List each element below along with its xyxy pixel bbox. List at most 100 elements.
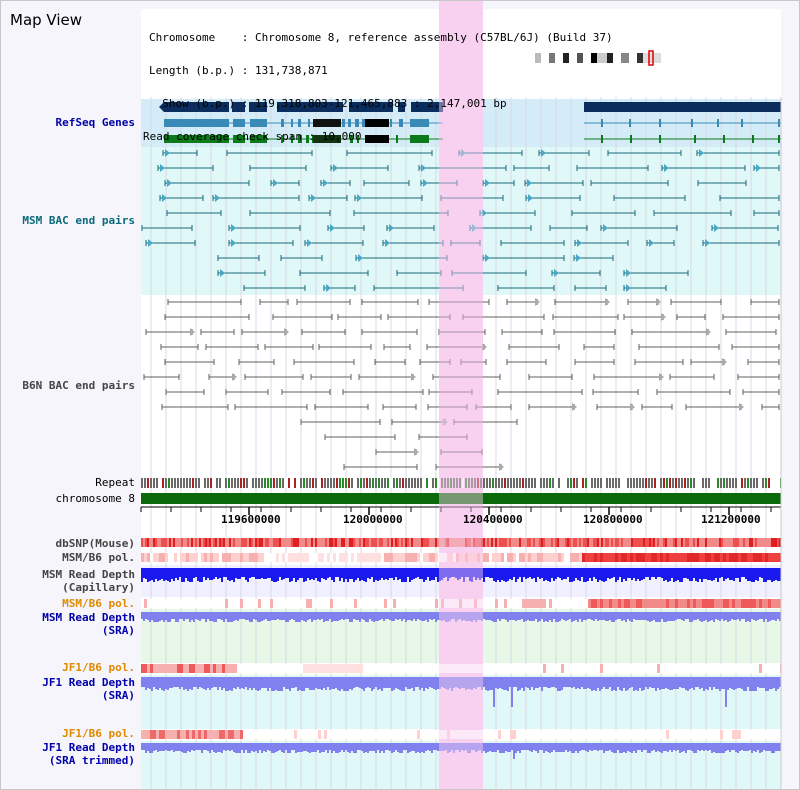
dbsnp-cell (735, 538, 737, 547)
dbsnp-cell (743, 538, 745, 547)
b6n-bac-arrow (659, 373, 664, 381)
track-label-jf1-depth-trimmed[interactable]: JF1 Read Depth (42, 741, 135, 754)
msm-pol2-cell (597, 599, 600, 608)
track-label-msm-depth-sra[interactable]: MSM Read Depth (42, 611, 135, 624)
msm-sra-depth-bar (221, 612, 223, 620)
track-label-refseq[interactable]: RefSeq Genes (55, 116, 135, 129)
b6n-bac-arrow (630, 403, 635, 411)
jf1-pol-cell (471, 664, 474, 673)
jf1-pol2-cell (615, 730, 618, 739)
track-label-dbsnp[interactable]: dbSNP(Mouse) (55, 537, 135, 550)
jf1-pol-cell (372, 664, 375, 673)
msm-sra-depth-bar (371, 612, 373, 621)
jf1-pol-cell (291, 664, 294, 673)
track-label-jf1-b6-pol-2[interactable]: JF1/B6 pol. (62, 727, 135, 740)
msm-pol-cell (219, 553, 222, 562)
msm-capillary-depth-bar (699, 568, 701, 579)
dbsnp-cell (771, 538, 773, 547)
jf1-sra-depth-bar (547, 677, 549, 688)
msm-pol-cell (204, 553, 207, 562)
msm-sra-depth-bar (171, 612, 173, 619)
dbsnp-cell (665, 538, 667, 547)
jf1-sra-depth-bar (695, 677, 697, 687)
repeat-element (588, 478, 590, 488)
jf1-pol2-cell (312, 730, 315, 739)
dbsnp-cell (213, 538, 215, 547)
repeat-element (294, 478, 296, 488)
msm-pol2-cell (471, 599, 474, 608)
msm-pol-cell (696, 553, 699, 562)
jf1-pol2-cell (483, 730, 486, 739)
msm-pol2-cell (342, 599, 345, 608)
dbsnp-cell (561, 538, 563, 547)
jf1-pol2-cell (660, 730, 663, 739)
msm-sra-depth-bar (761, 612, 763, 619)
jf1-pol2-cell (453, 730, 456, 739)
msm-capillary-depth-bar (217, 568, 219, 579)
jf1-pol2-cell (489, 730, 492, 739)
track-label-jf1-depth-sra[interactable]: JF1 Read Depth (42, 676, 135, 689)
dbsnp-cell (275, 538, 277, 547)
jf1-sra-depth-bar (493, 677, 495, 707)
jf1-sra-depth-bar (677, 677, 679, 689)
jf1-sra-depth-bar (455, 677, 457, 687)
track-label-msm-b6-pol-2[interactable]: MSM/B6 pol. (62, 597, 135, 610)
msm-pol2-cell (378, 599, 381, 608)
jf1-sra-depth-bar (549, 677, 551, 688)
jf1-pol-cell (393, 664, 396, 673)
jf1-trim-depth-bar (291, 743, 293, 750)
msm-pol2-cell (657, 599, 660, 608)
msm-pol2-cell (225, 599, 228, 608)
jf1-sra-depth-bar (759, 677, 761, 688)
track-label-msm-b6-pol[interactable]: MSM/B6 pol. (62, 551, 135, 564)
jf1-pol-cell (606, 664, 609, 673)
dbsnp-cell (211, 538, 213, 547)
msm-sra-depth-bar (281, 612, 283, 620)
msm-capillary-depth-bar (161, 568, 163, 579)
msm-sra-depth-bar (495, 612, 497, 622)
repeat-element (531, 478, 533, 488)
msm-capillary-depth-bar (157, 568, 159, 581)
msm-pol2-cell (654, 599, 657, 608)
jf1-pol2-cell (243, 730, 246, 739)
msm-pol2-cell (468, 599, 471, 608)
dbsnp-cell (653, 538, 655, 547)
msm-capillary-depth-bar (679, 568, 681, 582)
dbsnp-cell (745, 538, 747, 547)
msm-sra-depth-bar (169, 612, 171, 622)
jf1-pol-cell (573, 664, 576, 673)
track-label-jf1-b6-pol[interactable]: JF1/B6 pol. (62, 661, 135, 674)
track-label-msm-depth-capillary[interactable]: MSM Read Depth (42, 568, 135, 581)
track-label-msm-bac[interactable]: MSM BAC end pairs (22, 214, 135, 227)
msm-capillary-depth-bar (429, 568, 431, 581)
jf1-trim-depth-bar (513, 743, 515, 759)
jf1-sra-depth-bar (551, 677, 553, 687)
dbsnp-cell (225, 538, 227, 547)
jf1-pol-cell (585, 664, 588, 673)
jf1-trim-depth-bar (707, 743, 709, 751)
jf1-trim-depth-bar (331, 743, 333, 753)
jf1-pol-cell (435, 664, 438, 673)
jf1-pol-cell (588, 664, 591, 673)
msm-capillary-depth-bar (753, 568, 755, 582)
refseq-gene (249, 102, 267, 112)
jf1-pol-cell (735, 664, 738, 673)
msm-capillary-depth-bar (603, 568, 605, 582)
dbsnp-cell (515, 538, 517, 547)
msm-capillary-depth-bar (445, 568, 447, 577)
msm-capillary-depth-bar (291, 568, 293, 581)
msm-capillary-depth-bar (333, 568, 335, 582)
msm-capillary-depth-bar (477, 568, 479, 578)
msm-sra-depth-bar (541, 612, 543, 619)
refseq-exon (691, 119, 693, 127)
msm-sra-depth-bar (627, 612, 629, 619)
jf1-trim-depth-bar (185, 743, 187, 753)
jf1-trim-depth-bar (195, 743, 197, 750)
jf1-pol-cell (582, 664, 585, 673)
track-label-b6n-bac[interactable]: B6N BAC end pairs (22, 379, 135, 392)
jf1-sra-depth-bar (585, 677, 587, 689)
msm-sra-depth-bar (779, 612, 781, 621)
jf1-sra-depth-bar (413, 677, 415, 691)
dbsnp-cell (707, 538, 709, 547)
